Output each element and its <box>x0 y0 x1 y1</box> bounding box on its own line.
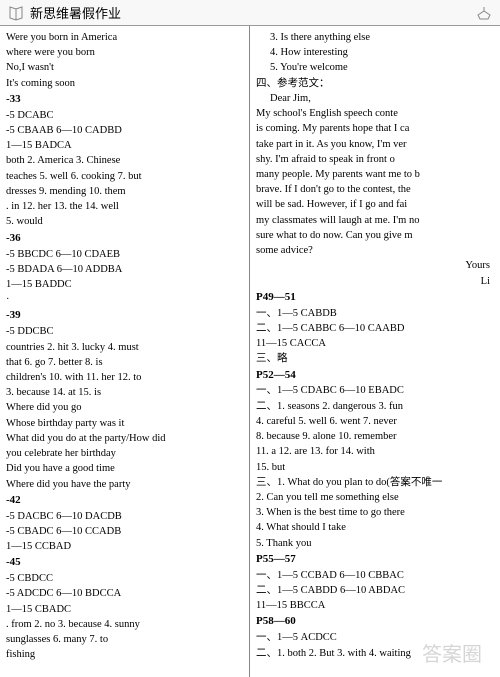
answer-line: -5 CBAAB 6—10 CADBD <box>6 123 243 138</box>
page-marker: -39 <box>6 308 243 324</box>
question-line: 3. When is the best time to go there <box>256 505 494 520</box>
page-marker: -33 <box>6 92 243 108</box>
answer-line: -5 DCABC <box>6 108 243 123</box>
essay-line: take part in it. As you know, I'm ver <box>256 137 494 152</box>
vocab-line: 4. careful 5. well 6. went 7. never <box>256 414 494 429</box>
essay-line: sure what to do now. Can you give m <box>256 228 494 243</box>
right-column: 3. Is there anything else 4. How interes… <box>250 26 500 677</box>
page-marker: P52—54 <box>256 368 494 384</box>
question-line: 4. What should I take <box>256 520 494 535</box>
answer-line: 11—15 BBCCA <box>256 598 494 613</box>
answer-line: 二、1—5 CABBC 6—10 CAABD <box>256 321 494 336</box>
answer-line: 一、1—5 CCBAD 6—10 CBBAC <box>256 568 494 583</box>
left-column: Were you born in America where were you … <box>0 26 250 677</box>
essay-line: My school's English speech conte <box>256 106 494 121</box>
vocab-line: . from 2. no 3. because 4. sunny <box>6 617 243 632</box>
essay-line: my classmates will laugh at me. I'm no <box>256 213 494 228</box>
question-line: Did you have a good time <box>6 461 243 476</box>
question-line: 2. Can you tell me something else <box>256 490 494 505</box>
question-line: What did you do at the party/How did <box>6 431 243 446</box>
vocab-line: 11. a 12. are 13. for 14. with <box>256 444 494 459</box>
signature-line: Yours <box>256 258 494 273</box>
vocab-line: . in 12. her 13. the 14. well <box>6 199 243 214</box>
book-icon <box>8 5 24 21</box>
answer-line: 一、1—5 CABDB <box>256 306 494 321</box>
answer-line: 1—15 BADCA <box>6 138 243 153</box>
header-title: 新思维暑假作业 <box>30 3 121 22</box>
essay-line: Dear Jim, <box>256 91 494 106</box>
ship-icon <box>476 5 492 21</box>
page-marker: -36 <box>6 231 243 247</box>
page-marker: -45 <box>6 555 243 571</box>
vocab-line: 二、1. seasons 2. dangerous 3. fun <box>256 399 494 414</box>
answer-line: 11—15 CACCA <box>256 336 494 351</box>
answer-line: 三、略 <box>256 351 494 366</box>
text-line: 3. Is there anything else <box>256 30 494 45</box>
essay-line: many people. My parents want me to b <box>256 167 494 182</box>
answer-line: 1—15 CBADC <box>6 602 243 617</box>
essay-line: brave. If I don't go to the contest, the <box>256 182 494 197</box>
text-line: 4. How interesting <box>256 45 494 60</box>
page-marker: -42 <box>6 493 243 509</box>
vocab-line: 5. would <box>6 214 243 229</box>
answer-line: 一、1—5 ACDCC <box>256 630 494 645</box>
text-line: · <box>6 292 243 307</box>
answer-line: 1—15 CCBAD <box>6 539 243 554</box>
page-marker: P55—57 <box>256 552 494 568</box>
page-header: 新思维暑假作业 <box>0 0 500 26</box>
vocab-line: dresses 9. mending 10. them <box>6 184 243 199</box>
text-line: It's coming soon <box>6 76 243 91</box>
content-columns: Were you born in America where were you … <box>0 26 500 677</box>
answer-line: -5 DDCBC <box>6 324 243 339</box>
vocab-line: both 2. America 3. Chinese <box>6 153 243 168</box>
vocab-line: teaches 5. well 6. cooking 7. but <box>6 169 243 184</box>
vocab-line: sunglasses 6. many 7. to <box>6 632 243 647</box>
vocab-line: countries 2. hit 3. lucky 4. must <box>6 340 243 355</box>
vocab-line: 3. because 14. at 15. is <box>6 385 243 400</box>
answer-line: 二、1—5 CABDD 6—10 ABDAC <box>256 583 494 598</box>
essay-line: will be sad. However, if I go and fai <box>256 197 494 212</box>
essay-line: some advice? <box>256 243 494 258</box>
question-line: 三、1. What do you plan to do(答案不唯一 <box>256 475 494 490</box>
text-line: 5. You're welcome <box>256 60 494 75</box>
essay-line: shy. I'm afraid to speak in front o <box>256 152 494 167</box>
section-header: 四、参考范文： <box>256 76 494 91</box>
page-marker: P58—60 <box>256 614 494 630</box>
question-line: you celebrate her birthday <box>6 446 243 461</box>
answer-line: -5 DACBC 6—10 DACDB <box>6 509 243 524</box>
question-line: Whose birthday party was it <box>6 416 243 431</box>
text-line: where were you born <box>6 45 243 60</box>
text-line: No,I wasn't <box>6 60 243 75</box>
vocab-line: that 6. go 7. better 8. is <box>6 355 243 370</box>
answer-line: 一、1—5 CDABC 6—10 EBADC <box>256 383 494 398</box>
answer-line: 1—15 BADDC <box>6 277 243 292</box>
answer-line: -5 BBCDC 6—10 CDAEB <box>6 247 243 262</box>
page-marker: P49—51 <box>256 290 494 306</box>
question-line: Where did you go <box>6 400 243 415</box>
essay-line: is coming. My parents hope that I ca <box>256 121 494 136</box>
vocab-line: fishing <box>6 647 243 662</box>
signature-line: Li <box>256 274 494 289</box>
answer-line: -5 BDADA 6—10 ADDBA <box>6 262 243 277</box>
vocab-line: children's 10. with 11. her 12. to <box>6 370 243 385</box>
question-line: 5. Thank you <box>256 536 494 551</box>
answer-line: -5 CBDCC <box>6 571 243 586</box>
answer-line: 二、1. both 2. But 3. with 4. waiting <box>256 646 494 661</box>
answer-line: -5 CBADC 6—10 CCADB <box>6 524 243 539</box>
question-line: Where did you have the party <box>6 477 243 492</box>
answer-line: -5 ADCDC 6—10 BDCCA <box>6 586 243 601</box>
vocab-line: 15. but <box>256 460 494 475</box>
vocab-line: 8. because 9. alone 10. remember <box>256 429 494 444</box>
text-line: Were you born in America <box>6 30 243 45</box>
